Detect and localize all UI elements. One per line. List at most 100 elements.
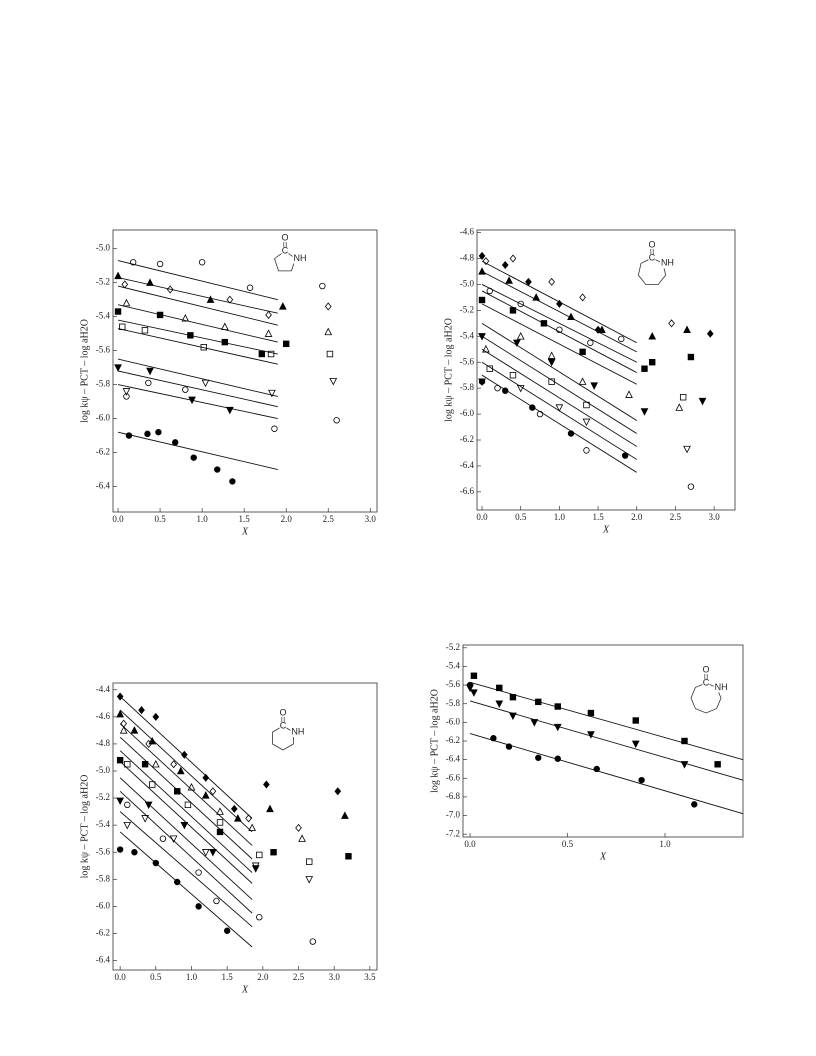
point: [116, 756, 124, 764]
point: [324, 327, 333, 336]
point: [516, 332, 525, 340]
fit-line: [119, 736, 253, 860]
point: [174, 878, 181, 886]
point: [187, 782, 196, 791]
point: [195, 903, 202, 910]
point: [268, 389, 276, 398]
x-tick-label: 3.0: [365, 514, 377, 524]
point: [567, 312, 575, 321]
point: [553, 723, 562, 732]
point: [509, 712, 517, 721]
y-tick-label: -5.6: [96, 345, 111, 355]
point: [334, 787, 342, 796]
plot-frame: [112, 682, 378, 971]
point: [540, 320, 548, 327]
y-tick-label: -4.8: [460, 253, 475, 263]
y-tick-label: -7.0: [446, 810, 461, 820]
point: [119, 726, 128, 734]
point: [495, 700, 504, 708]
point: [264, 329, 273, 337]
point: [214, 466, 221, 473]
point: [198, 259, 206, 266]
point: [535, 698, 542, 706]
y-tick-label: -5.6: [460, 356, 475, 366]
point: [265, 310, 272, 319]
y-tick-label: -6.2: [446, 735, 460, 745]
point: [683, 325, 691, 334]
fit-line: [117, 384, 278, 420]
point: [166, 285, 174, 294]
point: [116, 709, 124, 718]
point: [263, 780, 270, 789]
x-tick-label: 0.5: [562, 839, 574, 849]
point: [216, 807, 224, 815]
x-tick-label: 1.0: [186, 972, 198, 982]
point: [516, 384, 525, 393]
x-axis-label: X: [602, 524, 610, 535]
point: [256, 851, 263, 859]
atom-label: C: [649, 252, 656, 262]
fit-line: [117, 431, 278, 470]
point: [583, 447, 590, 454]
point: [554, 755, 561, 762]
y-tick-label: -5.4: [460, 330, 475, 340]
x-tick-label: 0.0: [112, 514, 124, 524]
point: [486, 287, 493, 295]
x-tick-label: 1.0: [554, 512, 566, 522]
point: [116, 692, 124, 701]
point: [329, 377, 338, 386]
point: [159, 835, 167, 842]
y-axis-label: log kψ – PCT – log aH2O: [79, 319, 90, 423]
point: [517, 300, 524, 308]
fit-line: [117, 358, 278, 397]
x-tick-label: 0.0: [115, 972, 127, 982]
point: [625, 390, 633, 398]
point: [556, 326, 563, 334]
point: [131, 849, 138, 856]
point: [123, 821, 132, 830]
x-tick-label: 2.0: [281, 514, 293, 524]
point: [146, 367, 154, 376]
point: [333, 417, 340, 424]
point: [124, 801, 131, 809]
point: [195, 869, 202, 876]
point: [223, 927, 231, 934]
point: [141, 761, 149, 768]
point: [556, 299, 563, 308]
atom-label: O: [648, 239, 655, 249]
y-tick-label: -6.6: [460, 486, 475, 496]
atom-bg: [290, 727, 304, 737]
fit-line: [117, 260, 278, 301]
fit-line: [119, 777, 253, 900]
y-tick-label: -5.2: [446, 642, 460, 652]
point: [525, 277, 532, 286]
point: [698, 397, 707, 406]
y-tick-label: -5.8: [460, 382, 475, 392]
point: [123, 393, 130, 400]
point: [478, 296, 486, 304]
point: [706, 329, 714, 338]
point: [145, 379, 152, 387]
point: [251, 862, 260, 871]
point: [547, 359, 556, 367]
atom-bg: [659, 258, 673, 269]
y-tick-label: -5.4: [96, 311, 111, 321]
x-tick-label: 3.5: [364, 972, 376, 982]
point: [683, 445, 691, 454]
point: [583, 401, 590, 409]
point: [176, 766, 185, 775]
point: [470, 672, 478, 679]
x-tick-label: 2.5: [670, 512, 682, 522]
x-tick-label: 0.5: [150, 972, 162, 982]
point: [230, 804, 238, 813]
fit-line: [117, 277, 278, 314]
plot-frame: [462, 644, 744, 838]
point: [122, 298, 131, 307]
point: [621, 452, 629, 459]
y-tick-label: -5.8: [446, 698, 461, 708]
fit-line: [481, 335, 637, 434]
point: [155, 428, 162, 436]
chart: 0.0 0.5 1.0 1.5 2.0 2.5 3.0 -5.0 -5.2 -5.4 -5.6 -5.…: [79, 229, 378, 537]
y-tick-label: -5.2: [96, 792, 110, 802]
y-tick-label: -6.4: [446, 754, 461, 764]
